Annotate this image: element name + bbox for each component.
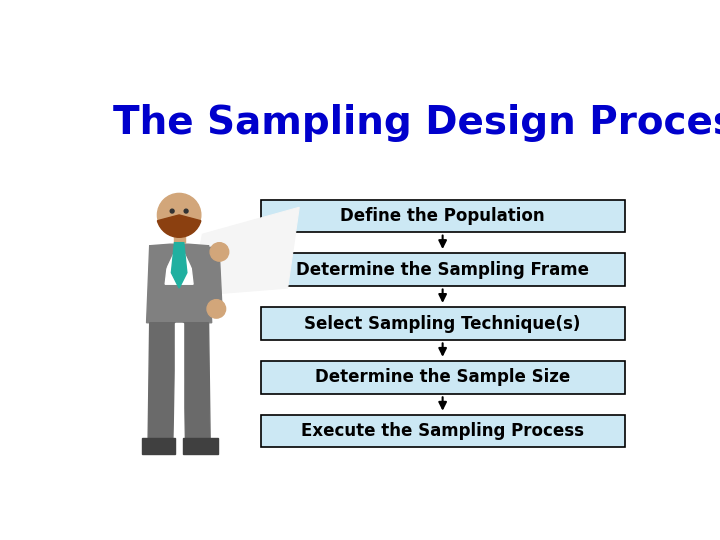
Circle shape bbox=[184, 209, 188, 213]
FancyBboxPatch shape bbox=[261, 361, 625, 394]
Polygon shape bbox=[165, 244, 193, 284]
Polygon shape bbox=[171, 242, 187, 288]
Text: The Sampling Design Process: The Sampling Design Process bbox=[113, 104, 720, 141]
Text: Determine the Sampling Frame: Determine the Sampling Frame bbox=[296, 261, 589, 279]
FancyBboxPatch shape bbox=[261, 200, 625, 232]
Polygon shape bbox=[209, 252, 222, 303]
Wedge shape bbox=[158, 215, 201, 237]
Text: Execute the Sampling Process: Execute the Sampling Process bbox=[301, 422, 584, 440]
Polygon shape bbox=[183, 438, 218, 454]
FancyBboxPatch shape bbox=[261, 307, 625, 340]
Circle shape bbox=[210, 242, 229, 261]
Polygon shape bbox=[150, 247, 225, 253]
Polygon shape bbox=[183, 323, 210, 438]
Bar bbox=[174, 233, 184, 248]
Text: Determine the Sample Size: Determine the Sample Size bbox=[315, 368, 570, 387]
Circle shape bbox=[207, 300, 225, 318]
Polygon shape bbox=[191, 207, 300, 296]
Polygon shape bbox=[181, 244, 209, 269]
Circle shape bbox=[170, 209, 174, 213]
FancyBboxPatch shape bbox=[261, 415, 625, 448]
Text: Define the Population: Define the Population bbox=[341, 207, 545, 225]
Text: Select Sampling Technique(s): Select Sampling Technique(s) bbox=[305, 314, 581, 333]
Bar bbox=[175, 323, 183, 438]
Polygon shape bbox=[148, 323, 175, 438]
Polygon shape bbox=[150, 244, 177, 269]
Circle shape bbox=[158, 193, 201, 237]
FancyBboxPatch shape bbox=[261, 253, 625, 286]
Polygon shape bbox=[142, 438, 175, 454]
Polygon shape bbox=[147, 246, 212, 323]
